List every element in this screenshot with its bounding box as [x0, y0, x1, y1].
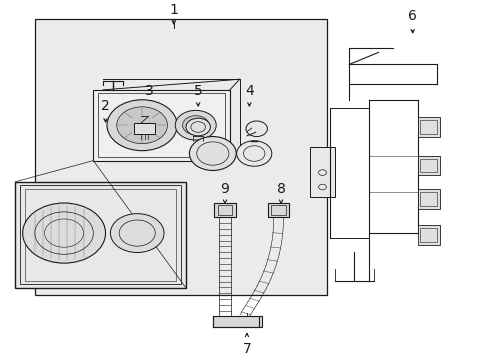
- Bar: [417, 225, 439, 245]
- Text: 9: 9: [220, 182, 229, 196]
- Bar: [310, 147, 334, 197]
- Circle shape: [22, 203, 105, 263]
- Text: 5: 5: [193, 84, 202, 98]
- Text: 6: 6: [407, 9, 416, 23]
- Bar: [134, 123, 155, 134]
- Bar: [93, 90, 229, 161]
- Bar: [417, 156, 439, 175]
- Circle shape: [107, 100, 177, 151]
- Circle shape: [236, 141, 271, 166]
- Bar: [15, 182, 185, 288]
- Text: 3: 3: [145, 84, 154, 98]
- Bar: [35, 19, 327, 295]
- Circle shape: [182, 116, 208, 135]
- Bar: [20, 185, 181, 284]
- Circle shape: [189, 136, 236, 171]
- Bar: [419, 229, 436, 242]
- Circle shape: [110, 213, 163, 252]
- Bar: [271, 205, 285, 215]
- Text: 1: 1: [169, 3, 178, 17]
- Circle shape: [175, 111, 216, 140]
- Circle shape: [185, 118, 210, 136]
- Bar: [417, 117, 439, 136]
- Bar: [267, 203, 289, 217]
- Bar: [25, 189, 176, 281]
- Circle shape: [245, 121, 267, 136]
- Bar: [217, 205, 232, 215]
- Text: 7: 7: [242, 342, 251, 356]
- Text: 2: 2: [101, 99, 110, 113]
- Bar: [98, 93, 224, 157]
- Circle shape: [117, 107, 167, 144]
- Bar: [214, 203, 235, 217]
- Bar: [419, 159, 436, 172]
- Bar: [419, 192, 436, 206]
- Bar: [419, 120, 436, 134]
- Text: 4: 4: [244, 84, 253, 98]
- Text: 8: 8: [276, 182, 285, 196]
- Bar: [417, 189, 439, 209]
- Bar: [212, 316, 261, 327]
